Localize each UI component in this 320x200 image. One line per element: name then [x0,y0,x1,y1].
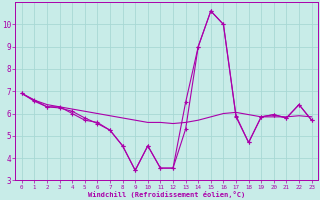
X-axis label: Windchill (Refroidissement éolien,°C): Windchill (Refroidissement éolien,°C) [88,191,245,198]
